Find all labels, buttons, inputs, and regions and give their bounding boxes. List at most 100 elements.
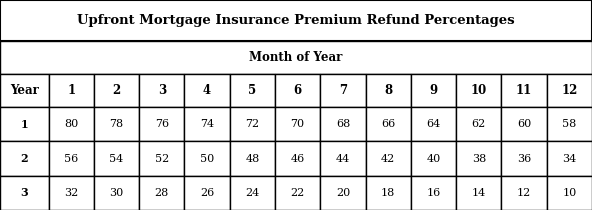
Bar [185,74,230,107]
Bar [185,141,230,176]
Bar [366,176,411,210]
Text: Month of Year: Month of Year [249,51,343,64]
Text: 78: 78 [110,119,124,129]
Bar [49,107,94,141]
Bar [230,141,275,176]
Text: 32: 32 [64,188,78,198]
Bar [49,176,94,210]
Text: 58: 58 [562,119,577,129]
Text: 36: 36 [517,154,531,164]
Bar [275,176,320,210]
Text: 20: 20 [336,188,350,198]
Text: 40: 40 [426,154,440,164]
Text: 8: 8 [384,84,392,97]
Bar [185,107,230,141]
Bar [547,74,592,107]
Bar [366,74,411,107]
Bar [547,141,592,176]
Bar [501,141,547,176]
Bar [456,107,501,141]
Text: 70: 70 [291,119,305,129]
Bar [456,141,501,176]
Text: 44: 44 [336,154,350,164]
Bar [366,107,411,141]
Bar [139,141,185,176]
Bar [275,107,320,141]
Bar [0,41,592,74]
Text: 72: 72 [245,119,259,129]
Text: 34: 34 [562,154,577,164]
Text: 7: 7 [339,84,347,97]
Bar [411,141,456,176]
Bar [0,176,49,210]
Text: 68: 68 [336,119,350,129]
Bar [49,74,94,107]
Bar [320,141,366,176]
Bar [0,141,49,176]
Bar [456,74,501,107]
Bar [547,176,592,210]
Text: 3: 3 [20,187,28,198]
Bar [94,176,139,210]
Text: 1: 1 [21,119,28,130]
Bar [49,141,94,176]
Text: 26: 26 [200,188,214,198]
Bar [230,74,275,107]
Bar [0,107,49,141]
Text: 3: 3 [157,84,166,97]
Bar [230,107,275,141]
Bar [320,176,366,210]
Bar [94,74,139,107]
Text: Upfront Mortgage Insurance Premium Refund Percentages: Upfront Mortgage Insurance Premium Refun… [77,14,515,27]
Bar [411,107,456,141]
Text: 11: 11 [516,84,532,97]
Bar [139,107,185,141]
Bar [501,74,547,107]
Text: 38: 38 [472,154,486,164]
Text: 46: 46 [291,154,305,164]
Text: 60: 60 [517,119,531,129]
Text: 28: 28 [155,188,169,198]
Text: 66: 66 [381,119,395,129]
Bar [94,107,139,141]
Bar [411,74,456,107]
Text: 12: 12 [517,188,531,198]
Text: 16: 16 [426,188,440,198]
Bar [185,176,230,210]
Text: 80: 80 [64,119,78,129]
Text: 48: 48 [245,154,259,164]
Text: 42: 42 [381,154,395,164]
Text: 30: 30 [110,188,124,198]
Text: 4: 4 [203,84,211,97]
Text: 6: 6 [294,84,302,97]
Bar [501,107,547,141]
Bar [547,107,592,141]
Text: 12: 12 [561,84,578,97]
Text: 74: 74 [200,119,214,129]
Bar [0,0,592,41]
Bar [456,176,501,210]
Bar [275,74,320,107]
Bar [139,176,185,210]
Text: 2: 2 [112,84,121,97]
Text: 24: 24 [245,188,259,198]
Text: 9: 9 [429,84,437,97]
Text: 62: 62 [472,119,486,129]
Bar [275,141,320,176]
Text: 1: 1 [67,84,75,97]
Bar [94,141,139,176]
Bar [501,176,547,210]
Text: 2: 2 [21,153,28,164]
Bar [411,176,456,210]
Text: 52: 52 [155,154,169,164]
Text: 14: 14 [472,188,486,198]
Text: 54: 54 [110,154,124,164]
Text: 18: 18 [381,188,395,198]
Text: 10: 10 [562,188,577,198]
Bar [366,141,411,176]
Text: 76: 76 [155,119,169,129]
Text: 64: 64 [426,119,440,129]
Text: 50: 50 [200,154,214,164]
Bar [320,74,366,107]
Text: 10: 10 [471,84,487,97]
